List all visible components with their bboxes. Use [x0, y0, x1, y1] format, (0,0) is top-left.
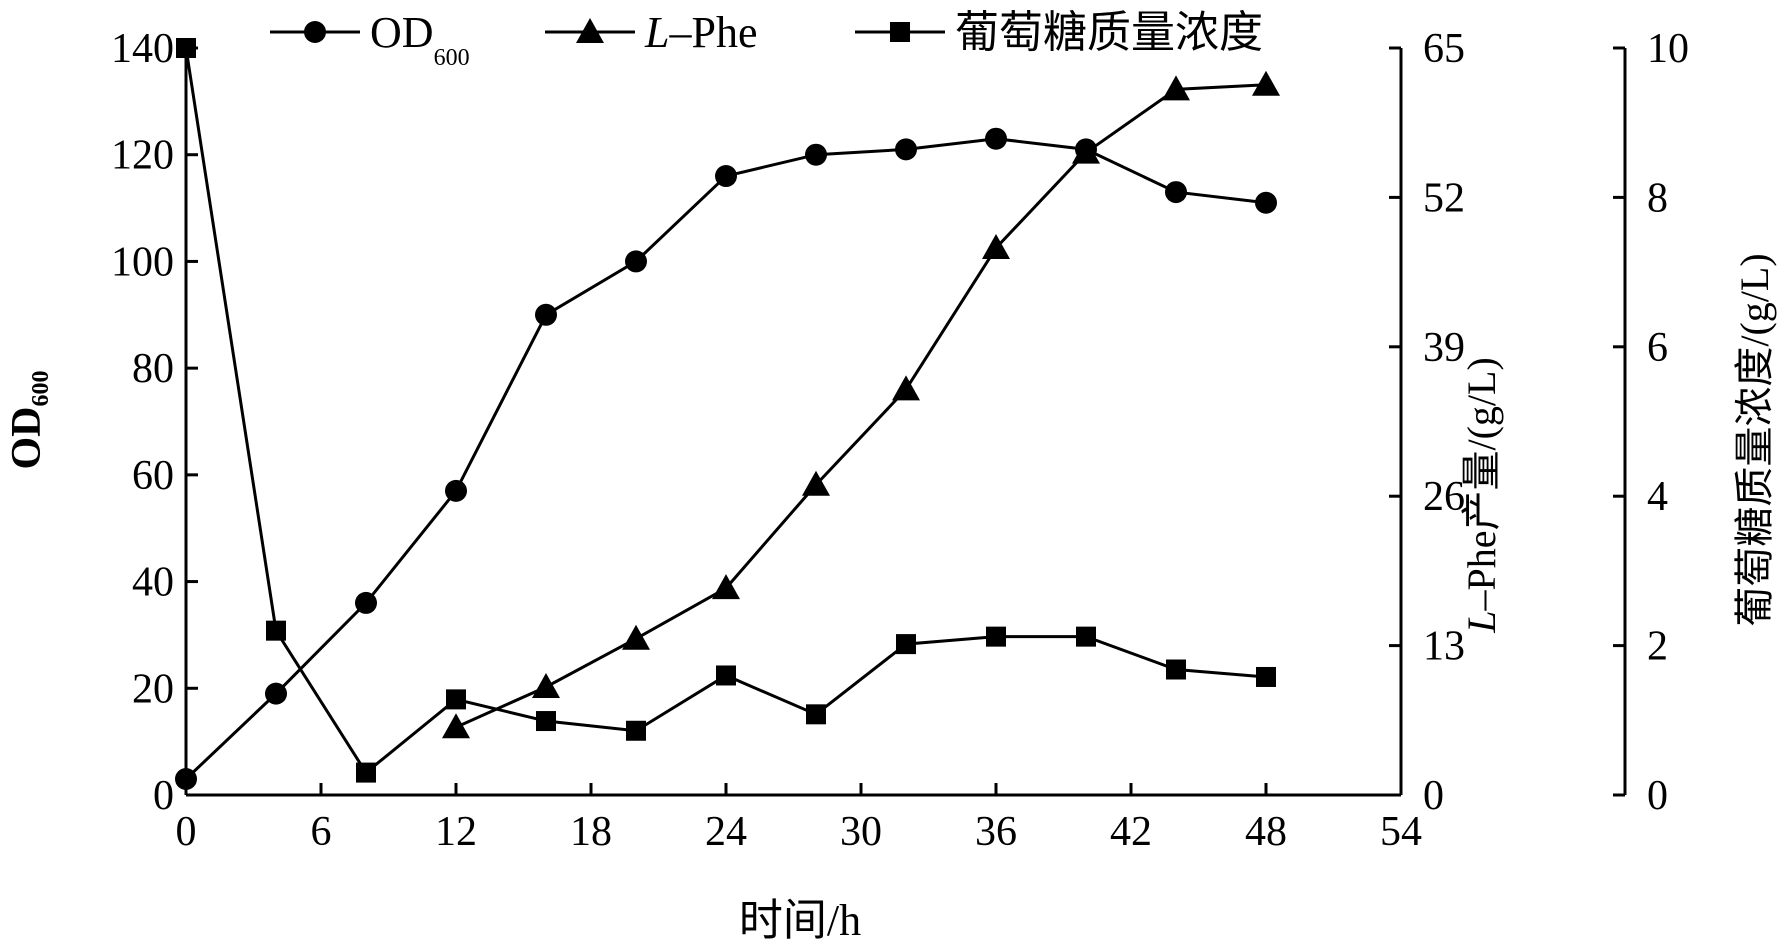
data-point-square: [806, 704, 826, 725]
right1-tick-label: 65: [1423, 26, 1465, 72]
right1-axis-title: L–Phe产量/(g/L): [1459, 357, 1504, 634]
x-tick-label: 0: [176, 809, 197, 855]
data-point-square: [446, 689, 466, 710]
data-point-square: [1076, 626, 1096, 647]
left-tick-label: 20: [132, 666, 174, 712]
right1-tick-label: 13: [1423, 624, 1465, 670]
legend-label: OD600: [370, 8, 470, 71]
legend-marker-square: [890, 22, 910, 42]
data-point-circle: [175, 767, 197, 790]
x-tick-label: 18: [570, 809, 612, 855]
left-tick-label: 40: [132, 560, 174, 606]
x-tick-label: 6: [311, 809, 332, 855]
left-tick-label: 0: [153, 773, 174, 819]
data-point-triangle: [532, 672, 560, 698]
data-point-triangle: [982, 233, 1010, 259]
left-tick-label: 120: [111, 133, 174, 179]
data-point-square: [356, 762, 376, 783]
legend-marker-circle: [304, 21, 326, 43]
data-point-square: [176, 38, 196, 58]
data-point-square: [1166, 659, 1186, 680]
data-point-circle: [805, 143, 827, 166]
right1-tick-label: 39: [1423, 325, 1465, 371]
data-point-circle: [445, 479, 467, 502]
left-tick-label: 80: [132, 346, 174, 392]
right2-tick-label: 2: [1647, 624, 1668, 670]
left-tick-label: 140: [111, 26, 174, 72]
data-point-triangle: [1162, 75, 1190, 101]
right2-tick-label: 10: [1647, 26, 1689, 72]
legend-label: L–Phe: [644, 8, 757, 57]
x-tick-label: 30: [840, 809, 882, 855]
data-point-square: [986, 626, 1006, 647]
series: [175, 38, 1280, 790]
left-tick-label: 60: [132, 453, 174, 499]
axes: 0 6 12 18 24 30 36 42 48 540204060801001201400132…: [111, 26, 1689, 855]
right1-tick-label: 0: [1423, 773, 1444, 819]
data-point-square: [1256, 666, 1276, 687]
data-point-circle: [1255, 191, 1277, 214]
right1-tick-label: 26: [1423, 474, 1465, 520]
data-point-triangle: [892, 375, 920, 401]
data-point-circle: [625, 250, 647, 273]
x-tick-label: 54: [1380, 809, 1422, 855]
x-tick-label: 12: [435, 809, 477, 855]
left-tick-label: 100: [111, 239, 174, 285]
data-point-circle: [535, 303, 557, 326]
data-point-circle: [985, 127, 1007, 150]
data-point-triangle: [622, 624, 650, 650]
x-tick-label: 36: [975, 809, 1017, 855]
data-point-circle: [1165, 181, 1187, 204]
legend-label: 葡萄糖质量浓度: [955, 8, 1263, 57]
legend-marker-triangle: [576, 18, 604, 43]
right2-tick-label: 6: [1647, 325, 1668, 371]
legend: OD600 L–Phe 葡萄糖质量浓度: [270, 8, 1263, 71]
data-point-square: [626, 720, 646, 741]
data-point-triangle: [1252, 70, 1280, 96]
right1-tick-label: 52: [1423, 175, 1465, 221]
data-point-square: [716, 665, 736, 686]
data-point-square: [266, 620, 286, 641]
data-point-circle: [355, 591, 377, 614]
data-point-circle: [895, 138, 917, 161]
data-point-triangle: [802, 470, 830, 496]
x-axis-title: 时间/h: [739, 896, 861, 945]
data-point-triangle: [442, 713, 470, 739]
right2-tick-label: 4: [1647, 474, 1668, 520]
data-point-square: [536, 711, 556, 732]
data-point-circle: [265, 682, 287, 705]
right2-axis-title: 葡萄糖质量浓度/(g/L): [1732, 253, 1777, 626]
x-tick-label: 24: [705, 809, 747, 855]
right2-tick-label: 8: [1647, 175, 1668, 221]
series-line-triangle: [455, 83, 1267, 729]
data-point-square: [896, 634, 916, 655]
data-point-circle: [715, 165, 737, 188]
data-point-triangle: [712, 574, 740, 600]
data-point-triangle: [1072, 138, 1100, 164]
x-tick-label: 48: [1245, 809, 1287, 855]
left-axis-title: OD600: [4, 371, 54, 470]
x-tick-label: 42: [1110, 809, 1152, 855]
right2-tick-label: 0: [1647, 773, 1668, 819]
